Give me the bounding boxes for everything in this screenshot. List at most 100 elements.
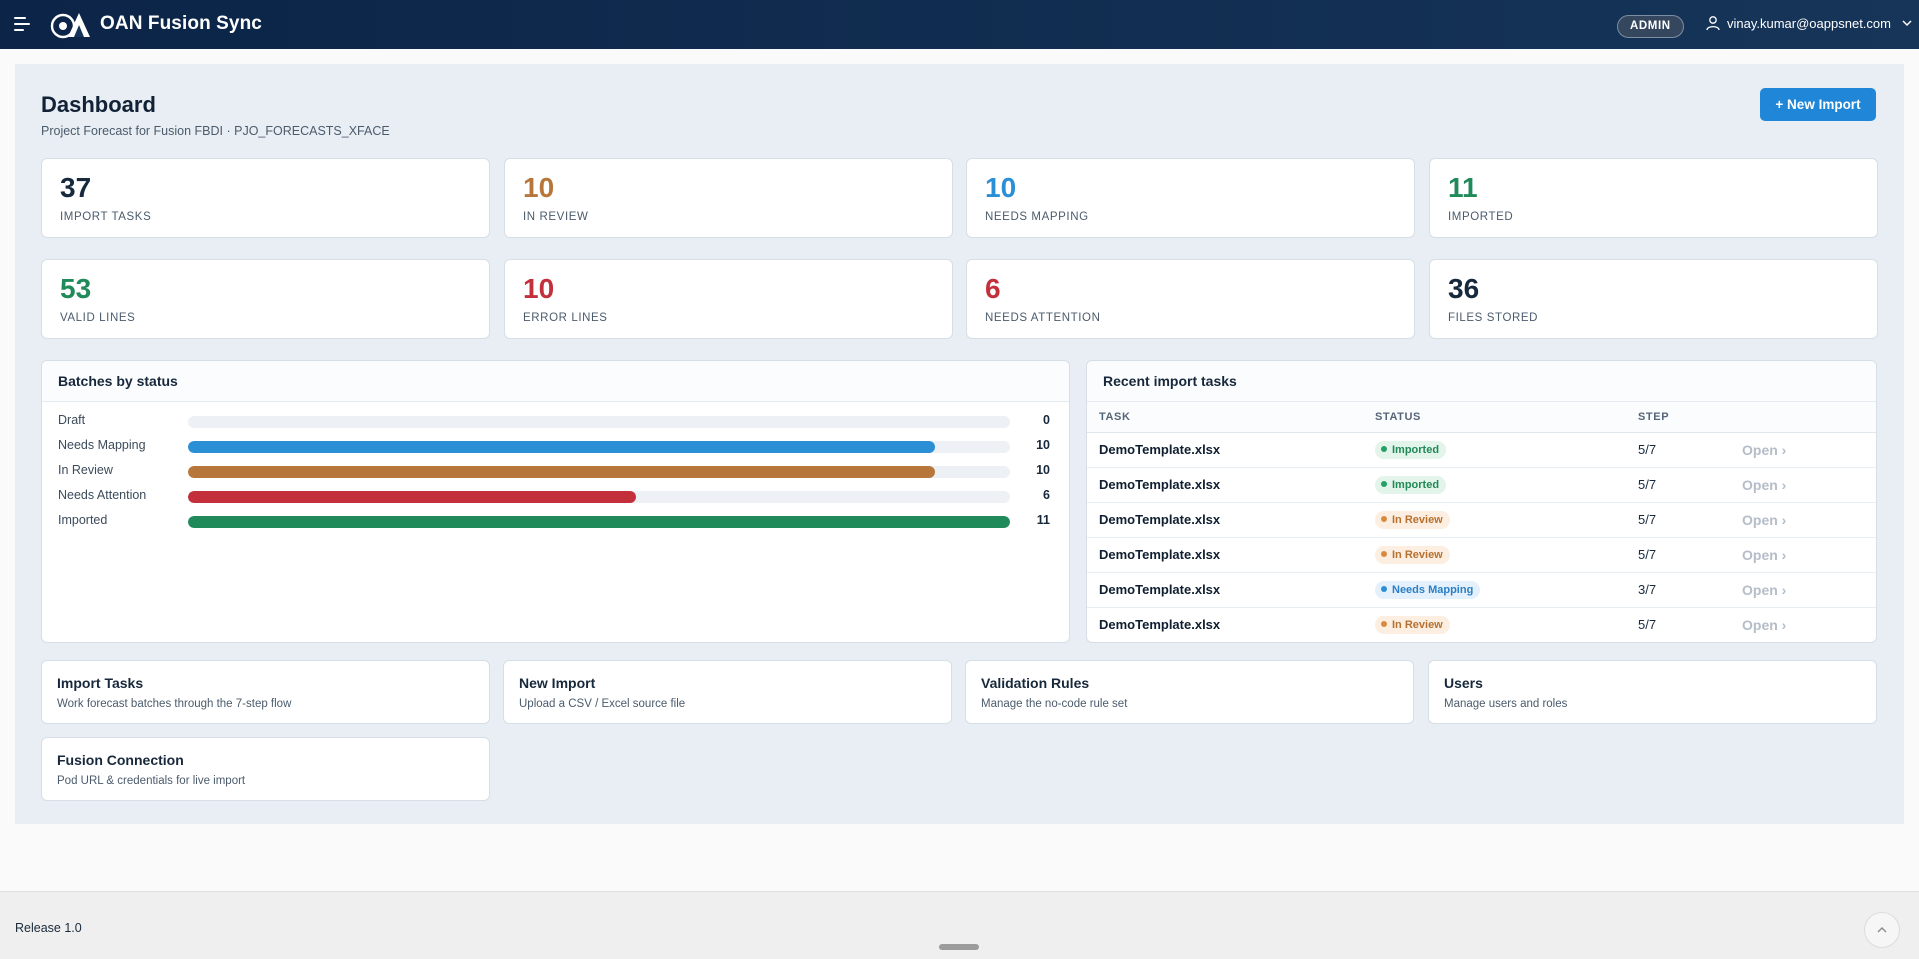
status-text: Imported [1392, 443, 1440, 456]
task-name: DemoTemplate.xlsx [1087, 607, 1363, 642]
stat-card-import-tasks: 37 Import Tasks [41, 158, 490, 238]
link-title: Users [1444, 675, 1483, 691]
step-cell: 5/7 [1626, 607, 1730, 642]
open-task-link[interactable]: Open › [1742, 546, 1787, 563]
drag-handle[interactable] [939, 944, 979, 950]
stat-label: Needs Mapping [985, 211, 1089, 223]
bar-track [188, 416, 1010, 428]
chevron-down-icon [1902, 20, 1912, 27]
status-cell: In Review [1363, 502, 1626, 538]
step-cell: 5/7 [1626, 467, 1730, 503]
stat-value: 11 [1448, 172, 1478, 203]
link-card-new-import[interactable]: New Import Upload a CSV / Excel source f… [503, 660, 952, 724]
stat-label: Imported [1448, 211, 1514, 223]
status-cell: Imported [1363, 432, 1626, 468]
open-task-link[interactable]: Open › [1742, 511, 1787, 528]
stat-value: 10 [523, 172, 555, 203]
role-badge: ADMIN [1617, 15, 1684, 38]
status-badge: In Review [1375, 510, 1450, 529]
bar-value: 0 [1043, 413, 1050, 427]
batches-card-title: Batches by status [42, 361, 1069, 402]
bar-label: In Review [58, 463, 113, 477]
bar-value: 10 [1036, 438, 1050, 452]
status-badge: Imported [1375, 440, 1447, 459]
status-cell: Needs Mapping [1363, 572, 1626, 608]
stat-value: 53 [60, 273, 92, 304]
link-card-users[interactable]: Users Manage users and roles [1428, 660, 1877, 724]
new-import-button[interactable]: + New Import [1760, 88, 1876, 121]
release-label: Release 1.0 [15, 921, 82, 935]
table-row: DemoTemplate.xlsx In Review 5/7 Open › [1087, 537, 1876, 573]
stat-value: 10 [985, 172, 1017, 203]
open-task-link[interactable]: Open › [1742, 616, 1787, 633]
bar-value: 10 [1036, 463, 1050, 477]
task-name: DemoTemplate.xlsx [1087, 537, 1363, 573]
bar-fill [188, 491, 637, 503]
step-cell: 5/7 [1626, 432, 1730, 468]
stat-label: Needs Attention [985, 312, 1101, 324]
stat-value: 6 [985, 273, 1001, 304]
task-name: DemoTemplate.xlsx [1087, 502, 1363, 538]
stat-label: In Review [523, 211, 589, 223]
table-row: DemoTemplate.xlsx Imported 5/7 Open › [1087, 467, 1876, 503]
status-cell: Imported [1363, 467, 1626, 503]
stat-card-imported: 11 Imported [1429, 158, 1878, 238]
status-dot-icon [1381, 550, 1387, 557]
open-task-link[interactable]: Open › [1742, 581, 1787, 598]
link-description: Pod URL & credentials for live import [57, 775, 246, 787]
link-title: Validation Rules [981, 675, 1090, 691]
top-bar: OAN Fusion Sync ADMIN vinay.kumar@oappsn… [0, 0, 1919, 49]
menu-icon[interactable] [14, 16, 32, 32]
column-header-status: STATUS [1363, 402, 1626, 433]
open-task-link[interactable]: Open › [1742, 476, 1787, 493]
batches-by-status-card: Batches by status Draft 0 Needs Mapping 10 I… [41, 360, 1070, 643]
scroll-to-top-button[interactable] [1864, 912, 1900, 948]
table-header-row: TASK STATUS STEP [1087, 402, 1876, 433]
table-row: DemoTemplate.xlsx In Review 5/7 Open › [1087, 502, 1876, 538]
chevron-up-icon [1877, 927, 1887, 933]
link-title: New Import [519, 675, 596, 691]
bar-row: Needs Mapping 10 [42, 436, 1066, 456]
column-header-task: TASK [1087, 402, 1363, 433]
action-cell: Open › [1730, 607, 1876, 642]
column-header-step: STEP [1626, 402, 1730, 433]
link-description: Manage the no-code rule set [981, 698, 1128, 710]
stat-label: Error Lines [523, 312, 608, 324]
stat-card-files-stored: 36 Files Stored [1429, 259, 1878, 339]
status-badge: In Review [1375, 545, 1450, 564]
step-cell: 5/7 [1626, 502, 1730, 538]
bar-label: Imported [58, 513, 108, 527]
recent-tasks-card: Recent import tasks TASK STATUS STEP Dem… [1086, 360, 1877, 643]
column-header-action [1730, 402, 1876, 433]
task-name: DemoTemplate.xlsx [1087, 432, 1363, 468]
bar-label: Needs Attention [58, 488, 147, 502]
action-cell: Open › [1730, 502, 1876, 538]
link-card-fusion-connection[interactable]: Fusion Connection Pod URL & credentials … [41, 737, 490, 801]
stat-card-error-lines: 10 Error Lines [504, 259, 953, 339]
stat-value: 37 [60, 172, 92, 203]
bar-value: 6 [1043, 488, 1050, 502]
task-name: DemoTemplate.xlsx [1087, 572, 1363, 608]
link-title: Fusion Connection [57, 752, 184, 768]
user-icon [1706, 16, 1720, 31]
status-text: In Review [1392, 513, 1443, 526]
step-cell: 3/7 [1626, 572, 1730, 608]
app-logo-icon [50, 13, 90, 39]
stat-value: 36 [1448, 273, 1480, 304]
stat-label: Files Stored [1448, 312, 1539, 324]
status-text: Needs Mapping [1392, 583, 1474, 596]
status-dot-icon [1381, 515, 1387, 522]
status-badge: Needs Mapping [1375, 580, 1481, 599]
recent-tasks-title: Recent import tasks [1087, 361, 1876, 402]
footer: Release 1.0 [0, 891, 1919, 959]
bar-track [188, 466, 1010, 478]
open-task-link[interactable]: Open › [1742, 441, 1787, 458]
app-title: OAN Fusion Sync [100, 13, 262, 34]
bar-fill [188, 516, 1010, 528]
link-card-validation-rules[interactable]: Validation Rules Manage the no-code rule… [965, 660, 1414, 724]
link-card-import-tasks[interactable]: Import Tasks Work forecast batches throu… [41, 660, 490, 724]
action-cell: Open › [1730, 467, 1876, 503]
status-dot-icon [1381, 480, 1387, 487]
status-text: Imported [1392, 478, 1440, 491]
user-menu[interactable]: vinay.kumar@oappsnet.com [1705, 15, 1913, 31]
